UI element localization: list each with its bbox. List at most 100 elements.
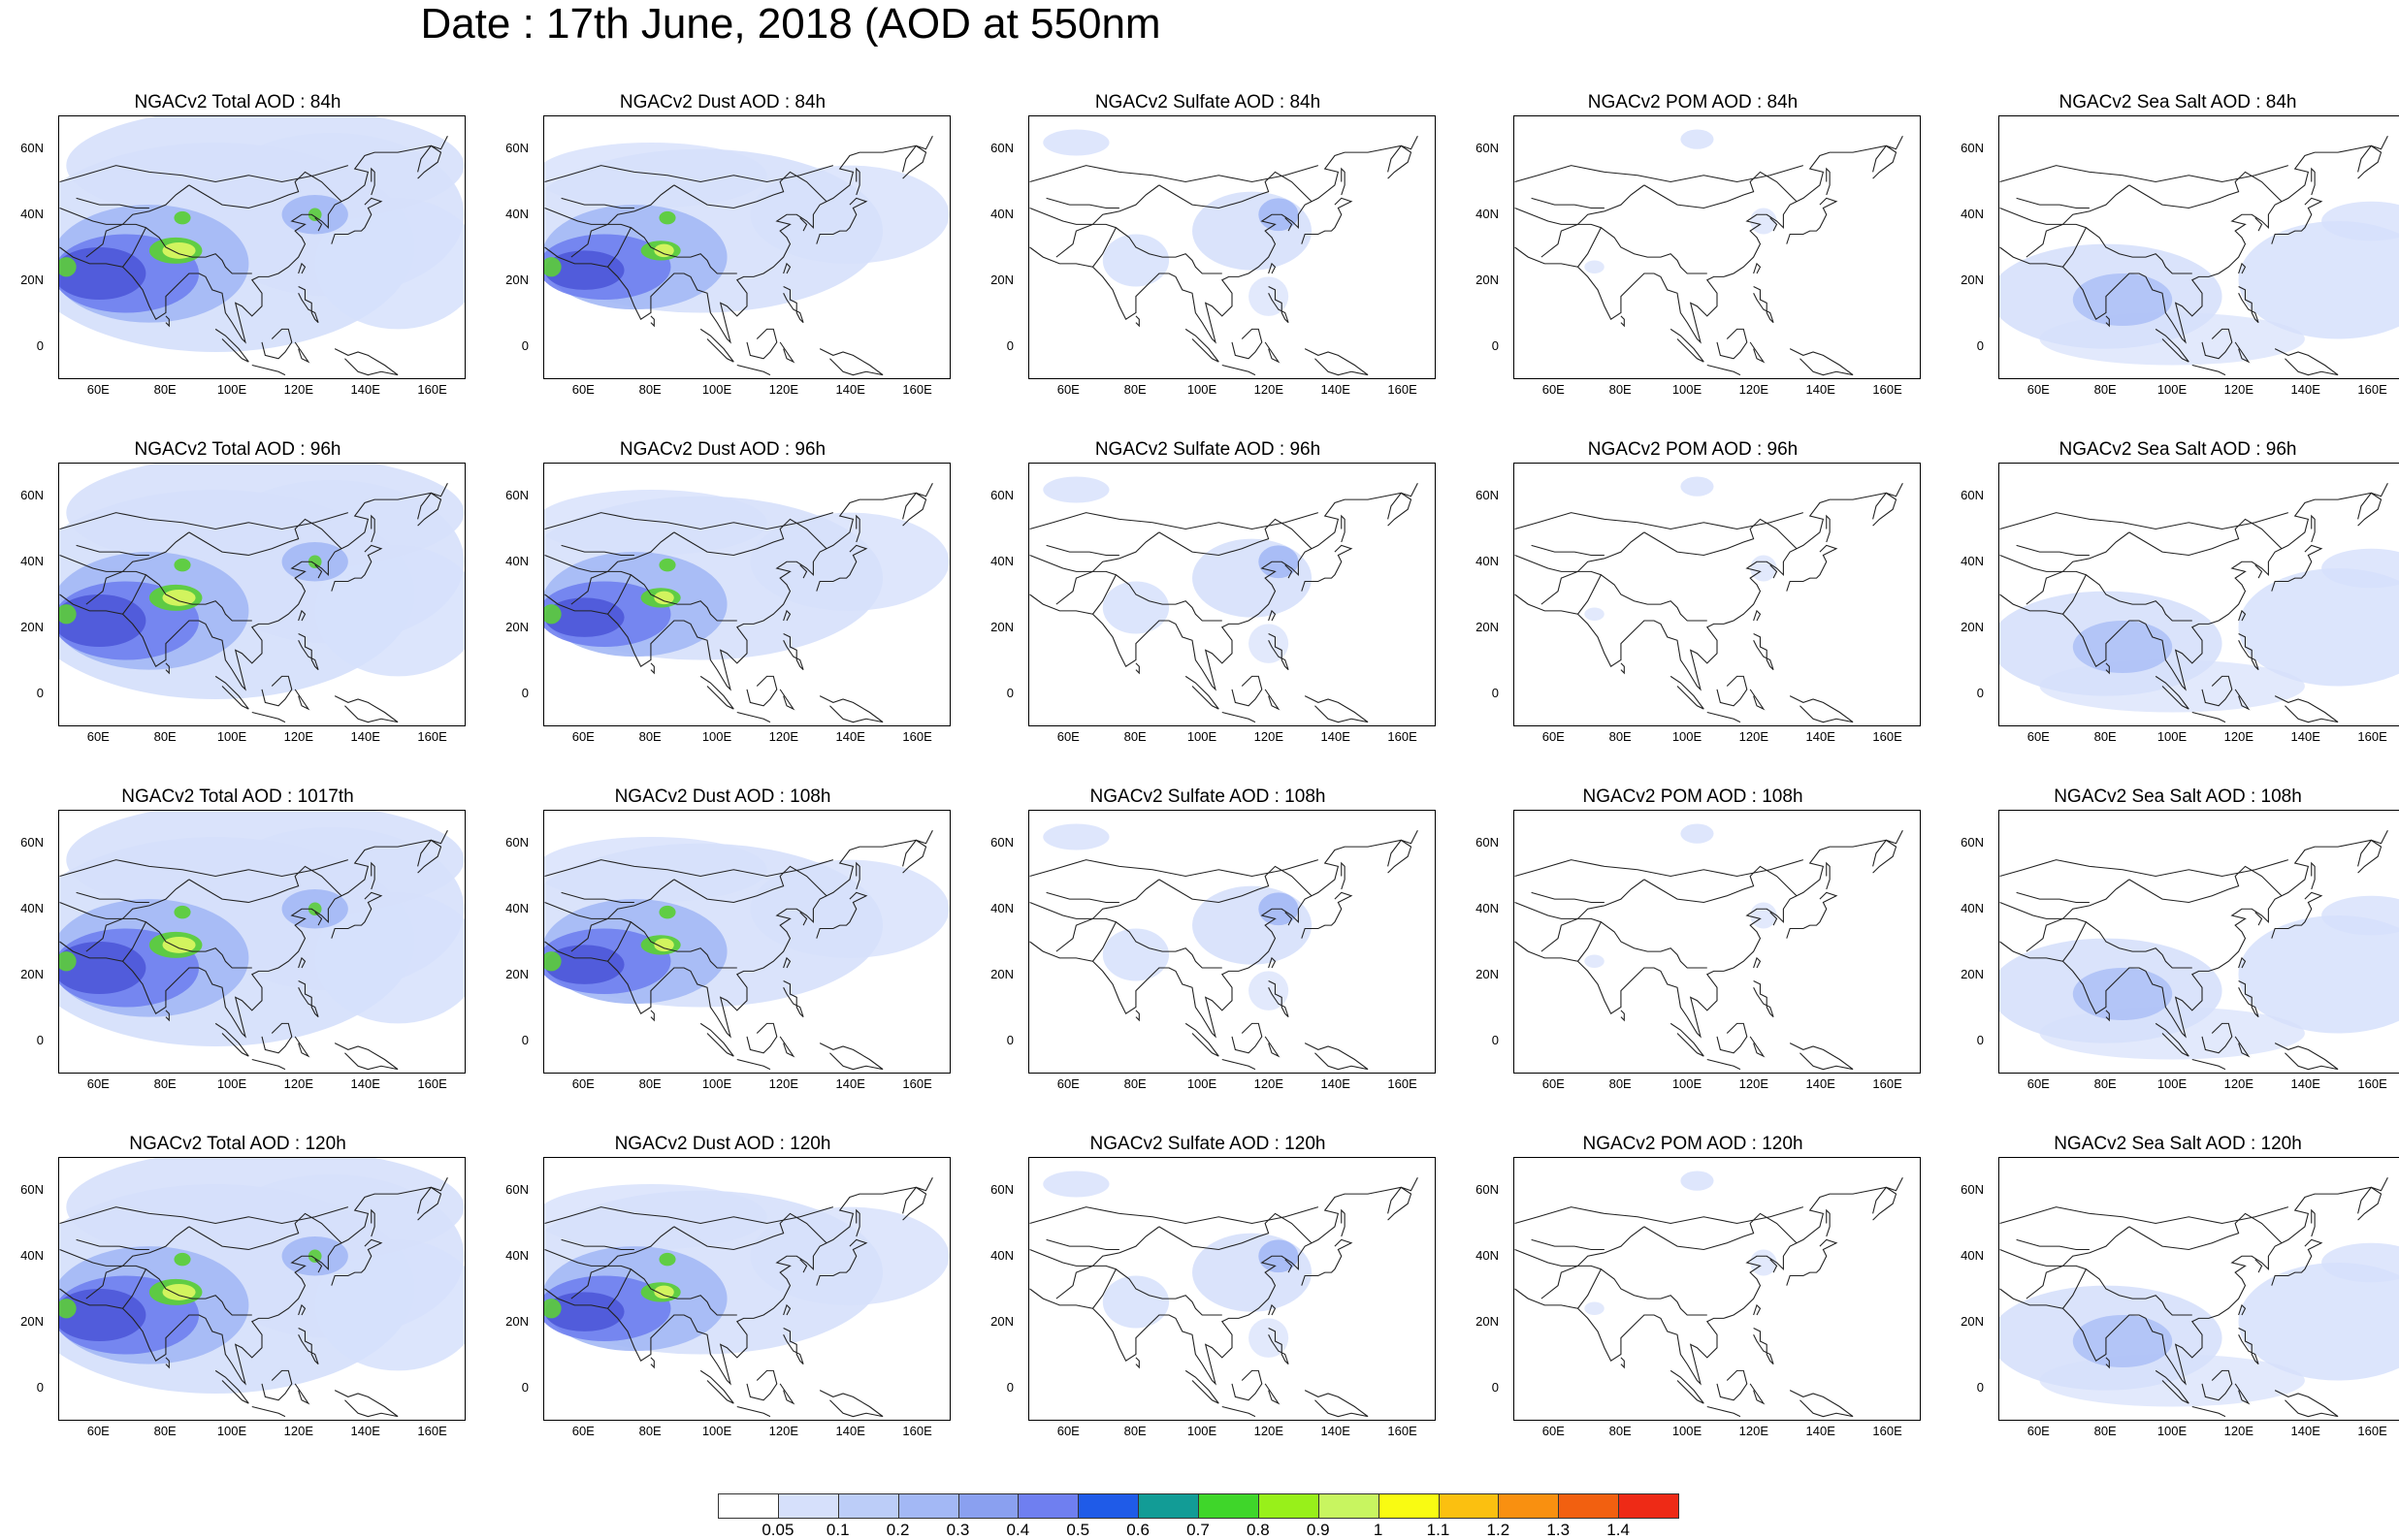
map-frame: [1513, 463, 1921, 726]
coastline-path: [673, 518, 827, 557]
aod-field: [1102, 928, 1170, 981]
coastline-path: [2155, 1022, 2189, 1057]
lon-tick-label: 80E: [153, 729, 177, 744]
coastline-path: [799, 217, 808, 232]
aod-field: [544, 490, 767, 556]
coastline-path: [544, 184, 675, 225]
coastline-path: [1670, 675, 1704, 710]
lat-tick-label: 20N: [505, 273, 529, 287]
coastline-path: [417, 492, 442, 527]
coastline-path: [1264, 1383, 1281, 1405]
lat-tick-label: 60N: [1961, 1182, 1984, 1197]
coastline-path: [2155, 328, 2189, 363]
coastline-path: [2311, 861, 2316, 890]
lon-tick-label: 140E: [1805, 1424, 1835, 1438]
map-panel: NGACv2 Total AOD : 1017th 60N 40N 20N 0 60E 80…: [15, 786, 466, 1097]
coastline-path: [544, 531, 675, 572]
lat-tick-label: 60N: [1961, 835, 1984, 850]
lat-tick-label: 40N: [1961, 1248, 1984, 1263]
coastline-path: [1999, 136, 2388, 344]
lon-tick-label: 100E: [1186, 1076, 1217, 1091]
aod-field: [1584, 607, 1605, 621]
lon-tick-label: 120E: [1253, 1076, 1284, 1091]
coastline-path: [1184, 328, 1219, 363]
coastline-path: [1135, 1010, 1140, 1022]
coastline-path: [1284, 1259, 1293, 1273]
panel-title: NGACv2 POM AOD : 120h: [1582, 1134, 1803, 1154]
coastline-path: [1046, 544, 1119, 557]
colorbar-label: 0.5: [1066, 1521, 1090, 1539]
coastline-path: [1029, 1226, 1160, 1267]
lon-tick-label: 60E: [1056, 382, 1080, 397]
aod-map: [59, 1158, 465, 1418]
lon-tick-label: 100E: [701, 382, 732, 397]
lat-tick-label: 40N: [1475, 901, 1499, 915]
coastline-path: [1055, 917, 1118, 962]
coastline-path: [1514, 512, 1803, 530]
lon-tick-label: 140E: [1320, 1424, 1350, 1438]
coastline-path: [188, 518, 342, 557]
coastline-path: [2016, 544, 2090, 557]
coastline-path: [1716, 1022, 1748, 1054]
colorbar-swatch: [1558, 1493, 1620, 1519]
coastline-path: [783, 956, 792, 969]
coastline-path: [1789, 1390, 1854, 1418]
lon-tick-label: 60E: [571, 729, 595, 744]
coastline-path: [902, 1186, 927, 1221]
coastline-path: [59, 531, 190, 572]
coastline-path: [85, 1265, 147, 1309]
aod-field: [544, 257, 562, 277]
coastline-path: [699, 1369, 734, 1404]
lon-tick-label: 140E: [1320, 382, 1350, 397]
map-frame: [543, 810, 951, 1074]
aod-field: [659, 210, 676, 225]
aod-field: [2321, 201, 2399, 241]
coastline-path: [2274, 1390, 2339, 1418]
lon-tick-label: 120E: [1253, 382, 1284, 397]
coastline-path: [1029, 483, 1418, 691]
panel-title: NGACv2 Dust AOD : 84h: [619, 92, 827, 112]
coastline-path: [699, 328, 734, 363]
coastline-path: [1753, 262, 1762, 274]
coastline-path: [1387, 1186, 1412, 1221]
aod-field: [162, 241, 196, 259]
coastline-path: [1184, 1022, 1219, 1057]
lat-tick-label: 0: [521, 1380, 529, 1395]
coastline-path: [2191, 1405, 2226, 1418]
lon-tick-label: 80E: [1123, 382, 1147, 397]
aod-field: [2321, 895, 2399, 936]
coastline-path: [2128, 171, 2283, 209]
aod-field: [174, 558, 191, 572]
coastline-path: [1029, 165, 1318, 183]
colorbar-label: 1.4: [1606, 1521, 1630, 1539]
coastline-path: [816, 197, 868, 244]
coastline-path: [544, 136, 933, 344]
coastline-path: [819, 348, 884, 376]
coastline-path: [417, 1186, 442, 1221]
coastline-path: [1221, 364, 1256, 376]
coastline-path: [1872, 144, 1897, 179]
coastline-path: [1301, 1238, 1353, 1286]
aod-map: [1999, 483, 2399, 723]
aod-field: [1680, 476, 1714, 497]
lat-tick-label: 40N: [20, 207, 44, 221]
coastline-path: [1826, 167, 1831, 196]
colorbar-swatch: [1378, 1493, 1440, 1519]
coastline-path: [1706, 364, 1741, 376]
coastline-path: [334, 1043, 399, 1071]
colorbar-label: 0.9: [1306, 1521, 1330, 1539]
panel-title: NGACv2 Sea Salt AOD : 96h: [2059, 439, 2297, 460]
aod-field: [2039, 1007, 2305, 1060]
coastline-path: [631, 227, 737, 274]
lat-tick-label: 0: [36, 1033, 44, 1047]
lon-tick-label: 100E: [1671, 1424, 1702, 1438]
panel-title: NGACv2 Sulfate AOD : 96h: [1094, 439, 1321, 460]
coastline-path: [298, 980, 319, 1018]
coastline-path: [1029, 136, 1418, 344]
coastline-path: [816, 1238, 868, 1286]
lat-tick-label: 20N: [20, 620, 44, 634]
coastline-path: [1706, 1405, 1741, 1418]
lon-tick-label: 60E: [86, 382, 110, 397]
lon-tick-label: 80E: [1123, 1076, 1147, 1091]
aod-field: [1192, 538, 1313, 618]
